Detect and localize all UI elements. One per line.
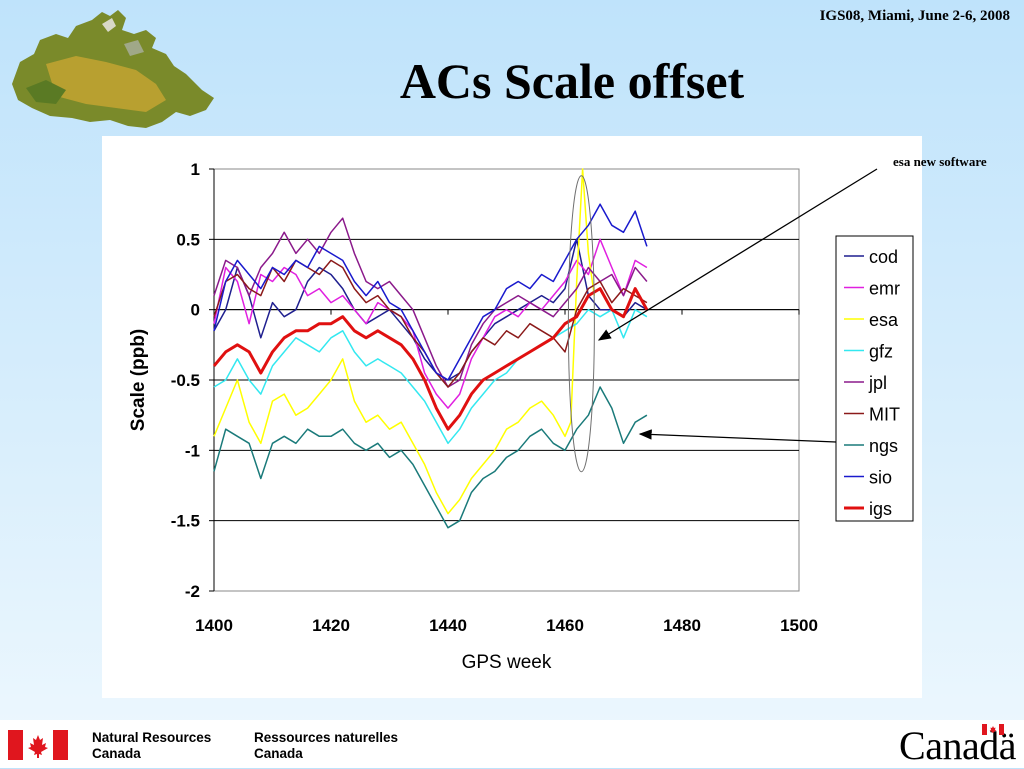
chart-panel: 1 0.5 0 -0.5 -1 -1.5 -2 1400 1420 1440 1460 1480 150… [102,136,922,698]
x-tick-label: 1440 [429,616,467,635]
series-line-gfz [213,308,648,445]
x-tick-label: 1460 [546,616,584,635]
ministry-en-line2: Canada [92,746,141,761]
footer-bar [0,720,1024,768]
ngs-pointer-arrow [638,429,837,443]
ministry-fr-line2: Canada [254,746,303,761]
ministry-name-en: Natural Resources Canada [92,730,211,762]
series-line-ngs [213,386,648,529]
x-tick-label: 1400 [195,616,233,635]
series-line-emr [213,238,648,409]
esa-annotation-arrow [597,168,878,341]
esa-annotation: esa new software [893,154,987,169]
esa-highlight-ellipse [567,175,595,473]
canada-map-logo [12,10,214,128]
legend-label-mit: MIT [869,405,900,425]
ministry-fr-line1: Ressources naturelles [254,730,399,745]
x-tick-label: 1500 [780,616,818,635]
y-tick-label: -0.5 [171,371,200,390]
series-line-igs [212,287,649,431]
y-tick-label: -1 [185,441,200,460]
x-axis-title: GPS week [462,652,552,673]
legend-label-esa: esa [869,310,899,330]
legend-label-igs: igs [869,499,892,519]
y-tick-label: 0 [191,301,200,320]
series-line-jpl [213,217,648,388]
canada-flag-icon [8,730,68,760]
series-line-cod [213,238,648,381]
legend-label-jpl: jpl [868,373,887,393]
canada-wordmark: Canadä [899,723,1016,768]
wordmark-flag-icon [982,724,1004,735]
y-tick-label: 0.5 [176,230,200,249]
x-tick-label: 1480 [663,616,701,635]
scale-offset-chart: 1 0.5 0 -0.5 -1 -1.5 -2 1400 1420 1440 1460 1480 150… [128,160,914,673]
x-tick-label: 1420 [312,616,350,635]
legend-label-ngs: ngs [869,436,898,456]
ministry-name-fr: Ressources naturelles Canada [254,730,398,762]
legend-label-cod: cod [869,247,898,267]
series-line-sio [213,203,648,381]
legend-box [835,235,914,522]
legend-label-gfz: gfz [869,342,893,362]
legend-label-emr: emr [869,279,900,299]
y-tick-label: -1.5 [171,512,200,531]
ministry-en-line1: Natural Resources [92,730,212,745]
conference-label: IGS08, Miami, June 2-6, 2008 [819,8,1010,24]
slide-title: ACs Scale offset [399,53,745,109]
legend-label-sio: sio [869,468,892,488]
y-tick-label: 1 [191,160,200,179]
y-axis-title: Scale (ppb) [128,329,149,431]
y-tick-label: -2 [185,582,200,601]
series-line-esa [213,168,596,515]
